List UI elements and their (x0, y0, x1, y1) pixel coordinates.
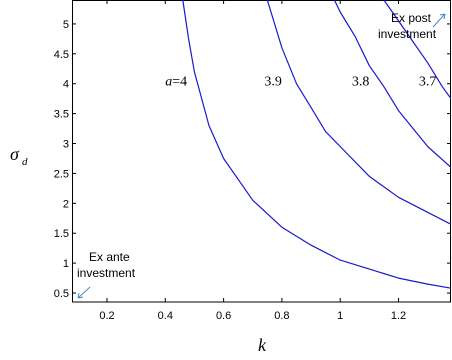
y-tick-label: 5 (63, 19, 69, 31)
y-tick-label: 1 (63, 258, 69, 270)
curve-label: 3.8 (352, 75, 370, 90)
arrow-down-left-icon (77, 286, 91, 299)
y-tick-label: 3 (63, 139, 69, 151)
y-axis-label: σ (10, 144, 20, 164)
series-line-4 (383, 0, 451, 100)
curve-label: 3.9 (264, 75, 282, 90)
series-line-3 (333, 0, 451, 168)
x-tick-label: 0.2 (99, 310, 114, 322)
plot-area (72, 0, 451, 303)
y-tick-label: 1.5 (54, 228, 69, 240)
x-tick-label: 0.4 (158, 310, 173, 322)
y-tick-label: 0.5 (54, 288, 69, 300)
x-tick-label: 1 (337, 310, 343, 322)
x-tick-label: 1.2 (391, 310, 406, 322)
x-tick-label: 0.6 (216, 310, 231, 322)
arrow-up-right-icon (432, 13, 446, 28)
y-tick-label: 2.5 (54, 168, 69, 180)
arrowhead-icon (77, 292, 84, 299)
series-line-1 (182, 0, 451, 289)
y-tick-label: 2 (63, 198, 69, 210)
y-tick-label: 3.5 (54, 109, 69, 121)
curve-label: 3.7 (419, 75, 437, 90)
y-tick-label: 4 (63, 79, 69, 91)
series-line-2 (266, 0, 451, 225)
y-tick-label: 4.5 (54, 49, 69, 61)
curve-label: a=4 (165, 75, 187, 90)
x-tick-label: 0.8 (274, 310, 289, 322)
arrowhead-icon (439, 13, 446, 20)
annotation-ex-ante: Ex ante investment (77, 250, 136, 280)
annotation-ex-post: Ex post investment (378, 11, 437, 41)
y-axis-label-subscript: d (22, 156, 28, 168)
x-axis-label: k (258, 335, 267, 355)
